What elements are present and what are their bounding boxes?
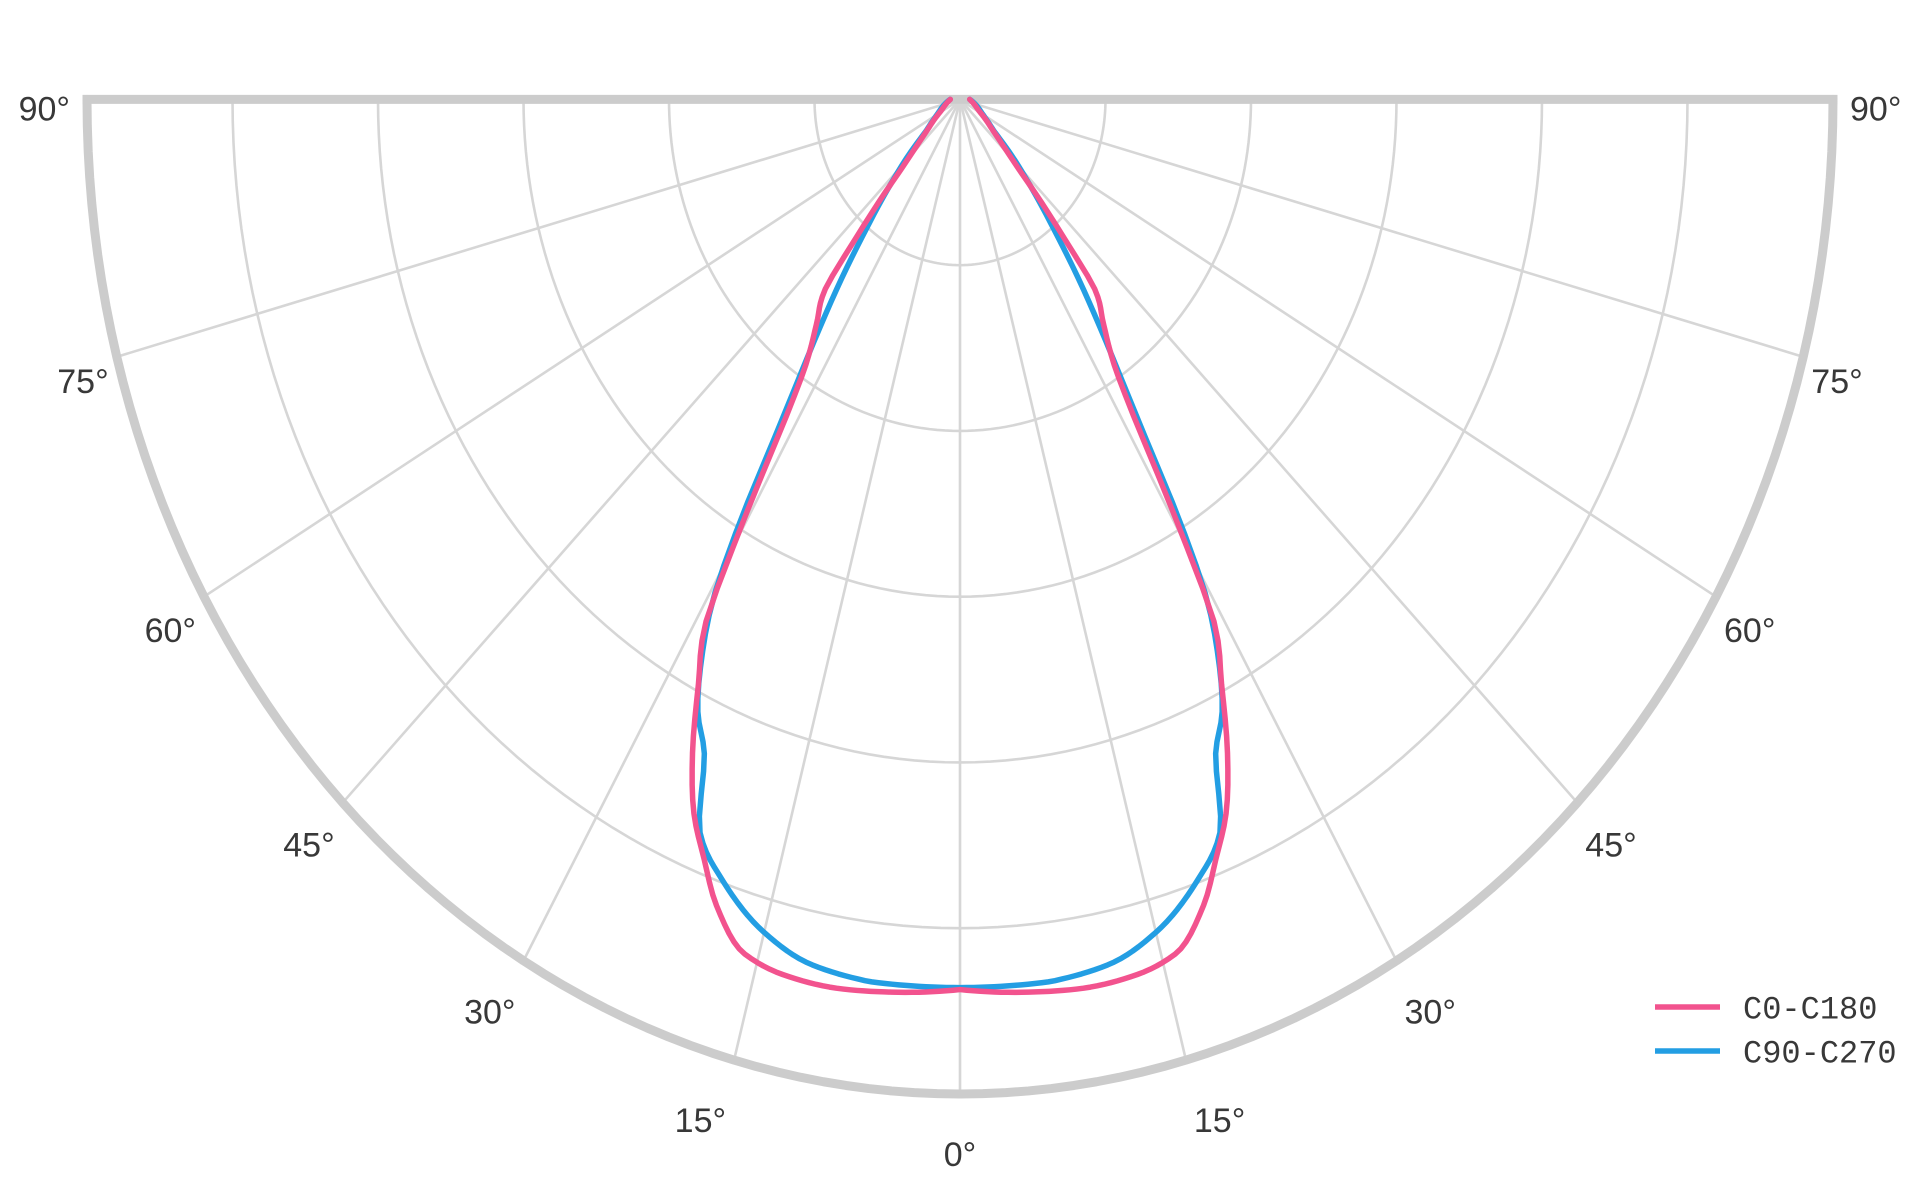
- svg-text:45°: 45°: [283, 827, 334, 865]
- svg-text:45°: 45°: [1585, 827, 1636, 865]
- svg-text:0°: 0°: [944, 1136, 977, 1174]
- svg-text:60°: 60°: [145, 612, 196, 650]
- svg-text:15°: 15°: [675, 1102, 726, 1140]
- svg-text:30°: 30°: [1405, 994, 1456, 1032]
- svg-text:75°: 75°: [57, 363, 108, 401]
- svg-text:15°: 15°: [1194, 1102, 1245, 1140]
- svg-text:C90-C270: C90-C270: [1743, 1035, 1897, 1072]
- svg-text:90°: 90°: [1850, 90, 1901, 128]
- svg-text:30°: 30°: [464, 994, 515, 1032]
- svg-text:60°: 60°: [1724, 612, 1775, 650]
- svg-text:C0-C180: C0-C180: [1743, 991, 1877, 1028]
- svg-text:90°: 90°: [19, 90, 70, 128]
- svg-text:75°: 75°: [1811, 363, 1862, 401]
